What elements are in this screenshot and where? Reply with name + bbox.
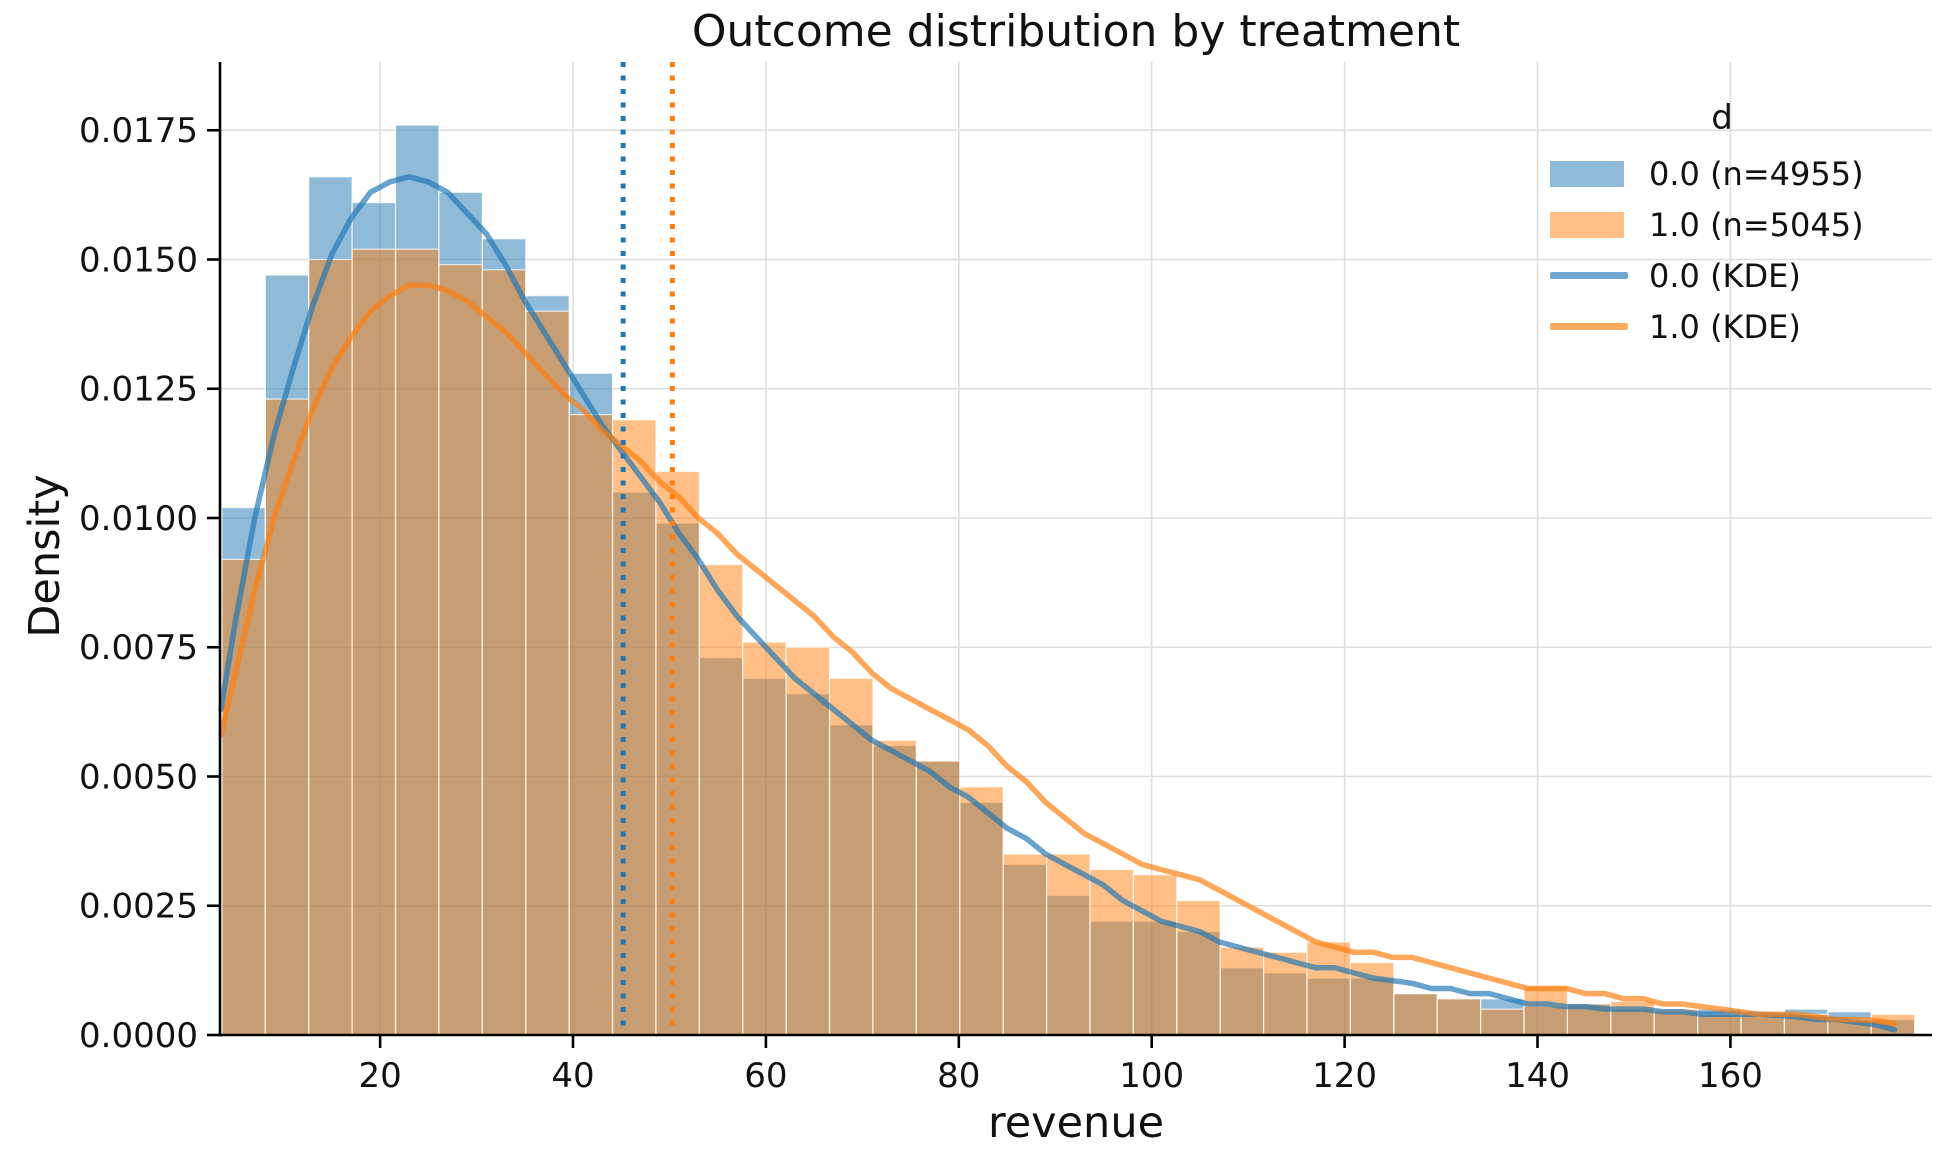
- legend-entry: 1.0 (n=5045): [1550, 199, 1894, 250]
- histogram-bar: [481, 269, 527, 1036]
- histogram-bar: [1132, 874, 1178, 1036]
- x-tick-label: 100: [1119, 1056, 1184, 1096]
- legend-entry-label: 1.0 (KDE): [1649, 307, 1801, 346]
- y-tick-label: 0.0175: [79, 111, 198, 151]
- legend-patch-swatch: [1550, 211, 1624, 238]
- histogram-bar: [1393, 993, 1438, 1036]
- y-tick-label: 0.0025: [79, 887, 198, 927]
- x-axis-label: revenue: [987, 1098, 1165, 1148]
- histogram-bar: [525, 310, 570, 1036]
- y-tick-label: 0.0125: [79, 370, 198, 410]
- histogram-bar: [872, 739, 917, 1036]
- histogram-bar: [351, 248, 397, 1036]
- histogram-bar: [828, 677, 874, 1036]
- x-tick-label: 160: [1698, 1056, 1763, 1096]
- y-tick-label: 0.0075: [79, 628, 198, 668]
- histogram-bar: [959, 786, 1004, 1036]
- histogram-bar: [308, 258, 353, 1036]
- legend-patch-swatch: [1550, 160, 1624, 187]
- x-tick-label: 40: [551, 1056, 594, 1096]
- histogram-bar: [1480, 1008, 1525, 1036]
- chart-title: Outcome distribution by treatment: [691, 6, 1461, 57]
- histogram-bar: [611, 419, 657, 1036]
- x-tick-label: 60: [744, 1056, 787, 1096]
- histogram-bar: [915, 760, 961, 1036]
- histogram-bar: [1045, 853, 1091, 1036]
- histogram-bar: [1219, 946, 1265, 1036]
- histogram-bar: [438, 264, 483, 1036]
- histogram-bar: [394, 248, 440, 1036]
- y-axis-ticks: 0.0000 0.0025 0.0050 0.0075 0.0100 0.0125 0.01…: [79, 111, 220, 1056]
- histogram-bar: [1176, 899, 1221, 1036]
- y-axis-label: Density: [20, 474, 70, 638]
- histogram-bar: [264, 398, 310, 1036]
- y-tick-label: 0.0150: [79, 240, 198, 280]
- legend-entry-label: 0.0 (n=4955): [1649, 154, 1864, 193]
- legend-entry-label: 0.0 (KDE): [1649, 256, 1801, 295]
- histogram-bar: [742, 641, 787, 1036]
- kde-curve-1: [218, 282, 1898, 1027]
- histogram-bar: [1306, 941, 1352, 1036]
- legend-entry-label: 1.0 (n=5045): [1649, 205, 1864, 244]
- legend: d 0.0 (n=4955) 1.0 (n=5045) 0.0 (KDE) 1.0 (…: [1550, 96, 1894, 352]
- y-tick-label: 0.0000: [79, 1016, 198, 1056]
- histogram-bar: [785, 646, 831, 1036]
- y-tick-label: 0.0100: [79, 499, 198, 539]
- kde-curve-0: [218, 174, 1898, 1033]
- x-tick-label: 120: [1312, 1056, 1377, 1096]
- axes-spines: [218, 62, 1932, 1037]
- legend-line-swatch: [1550, 323, 1628, 330]
- legend-entry: 0.0 (KDE): [1550, 250, 1894, 301]
- histogram-series-1: [221, 248, 1916, 1036]
- x-tick-label: 140: [1505, 1056, 1570, 1096]
- histogram-bar: [1697, 1013, 1742, 1036]
- histogram-bar: [1262, 951, 1308, 1036]
- y-tick-label: 0.0050: [79, 757, 198, 797]
- legend-title: d: [1711, 98, 1733, 138]
- legend-entry: 0.0 (n=4955): [1550, 148, 1894, 199]
- x-tick-label: 20: [358, 1056, 401, 1096]
- histogram-bar: [1002, 853, 1048, 1036]
- histogram-bar: [568, 413, 614, 1036]
- legend-entries: 0.0 (n=4955) 1.0 (n=5045) 0.0 (KDE) 1.0 (KD…: [1550, 148, 1894, 352]
- histogram-bar: [698, 563, 744, 1036]
- x-axis-ticks: 20 40 60 80 100 120 140 160: [358, 1035, 1763, 1096]
- x-tick-label: 80: [937, 1056, 980, 1096]
- histogram-bar: [1436, 998, 1482, 1036]
- histogram-bar: [1523, 985, 1569, 1036]
- legend-entry: 1.0 (KDE): [1550, 301, 1894, 352]
- legend-line-swatch: [1550, 272, 1628, 279]
